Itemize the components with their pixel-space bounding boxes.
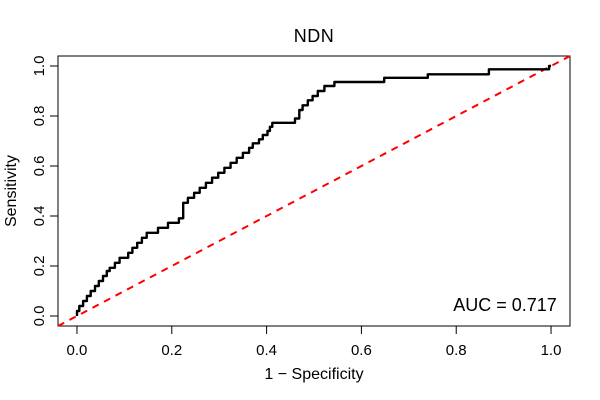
plot-box [57, 55, 571, 327]
y-tick-label: 0.6 [31, 156, 48, 177]
x-tick-label: 0.6 [351, 342, 372, 359]
x-tick-label: 0.2 [161, 342, 182, 359]
y-tick-label: 0.8 [31, 106, 48, 127]
auc-annotation: AUC = 0.717 [453, 295, 557, 315]
y-tick-label: 1.0 [31, 56, 48, 77]
y-axis-ticks: 0.0 0.2 0.4 0.6 0.8 1.0 [31, 56, 58, 327]
x-axis-label: 1 − Specificity [264, 366, 363, 383]
y-tick-label: 0.4 [31, 206, 48, 227]
chart-title: NDN [294, 26, 335, 46]
x-axis-ticks: 0.0 0.2 0.4 0.6 0.8 1.0 [67, 326, 562, 359]
x-tick-label: 0.4 [256, 342, 277, 359]
y-tick-label: 0.0 [31, 306, 48, 327]
chance-line [57, 55, 571, 327]
y-tick-label: 0.2 [31, 256, 48, 277]
x-tick-label: 0.8 [446, 342, 467, 359]
roc-curve [75, 64, 551, 316]
x-tick-label: 1.0 [541, 342, 562, 359]
x-tick-label: 0.0 [67, 342, 88, 359]
y-axis-label: Sensitivity [3, 155, 20, 227]
